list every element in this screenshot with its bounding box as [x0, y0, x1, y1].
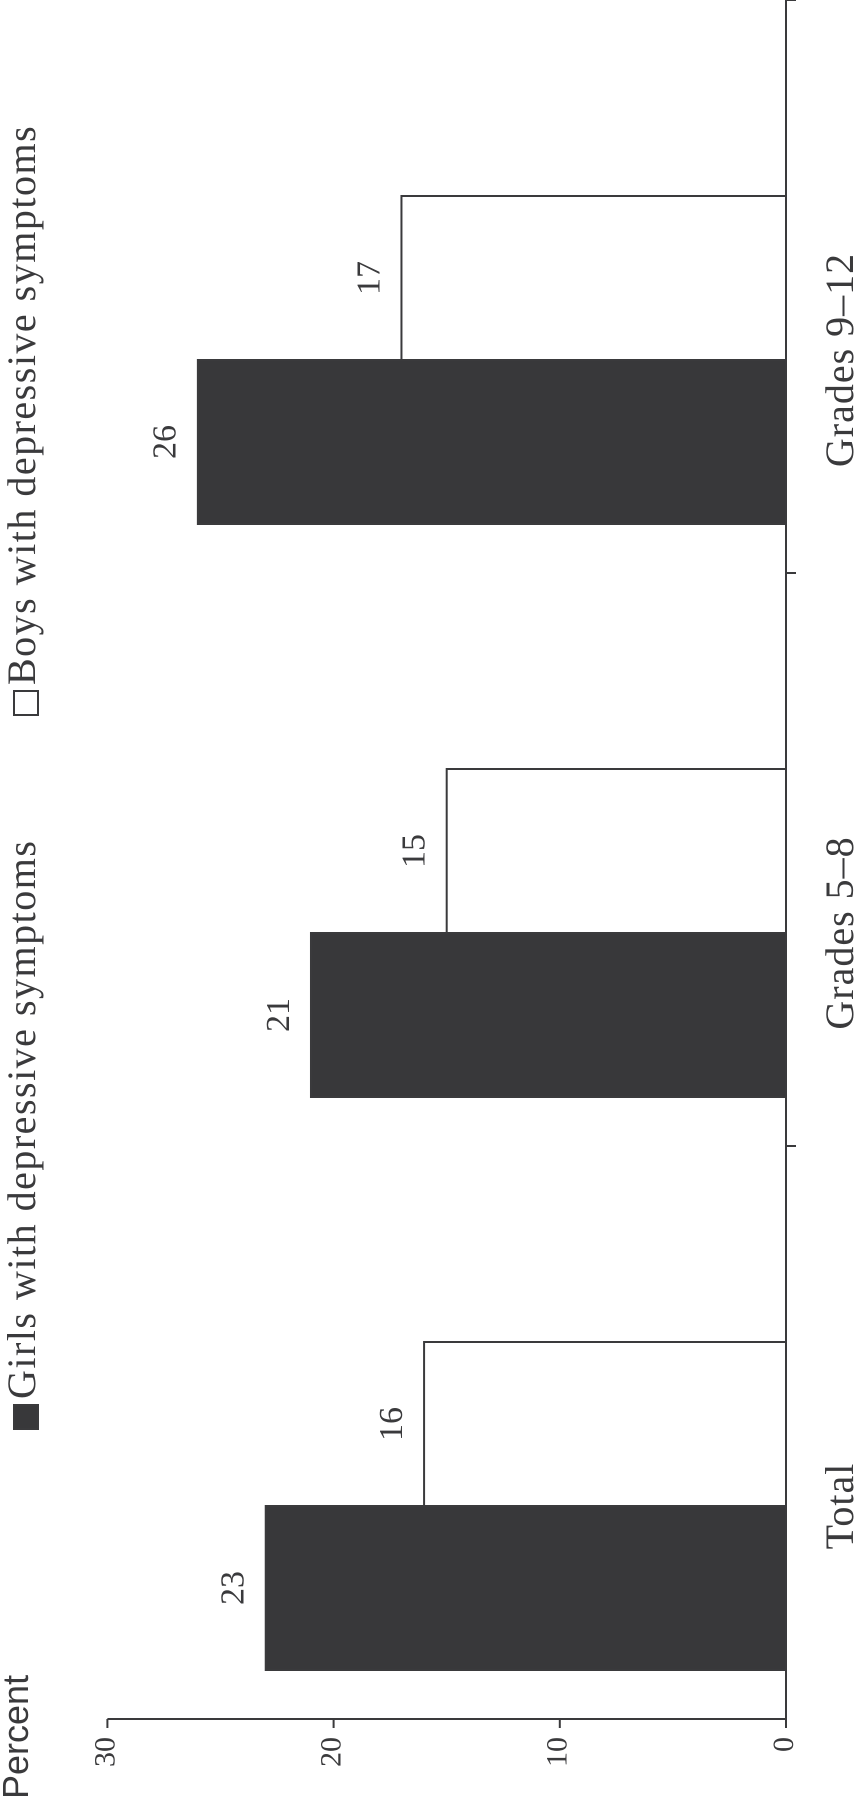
data-label: 26: [147, 425, 184, 459]
legend-swatch-boys: [13, 690, 39, 716]
bar-boys-3: [400, 195, 787, 361]
value-tick-label: 30: [88, 1737, 121, 1767]
data-label: 23: [215, 1571, 252, 1605]
bar-girls-1: [264, 1505, 787, 1671]
value-tick-label: 10: [541, 1737, 574, 1767]
bar-boys-1: [423, 1341, 787, 1507]
bar-girls-3: [196, 359, 787, 525]
legend-swatch-girls: [13, 1404, 39, 1430]
data-label: 21: [260, 998, 297, 1032]
value-axis-title: Percent: [0, 1675, 36, 1799]
bar-boys-2: [445, 768, 787, 934]
legend-label-girls: Girls with depressive symptoms: [0, 840, 44, 1399]
legend-label-boys: Boys with depressive symptoms: [0, 125, 44, 685]
data-label: 17: [350, 261, 387, 295]
category-label-2: Grades 5–8: [817, 836, 862, 1029]
value-tick-label: 20: [314, 1737, 347, 1767]
value-tick-label: 0: [767, 1737, 800, 1752]
data-label: 16: [373, 1407, 410, 1441]
category-label-1: Total: [817, 1463, 862, 1550]
data-label: 15: [395, 834, 432, 868]
category-label-3: Grades 9–12: [817, 253, 862, 467]
bar-girls-2: [309, 932, 787, 1098]
